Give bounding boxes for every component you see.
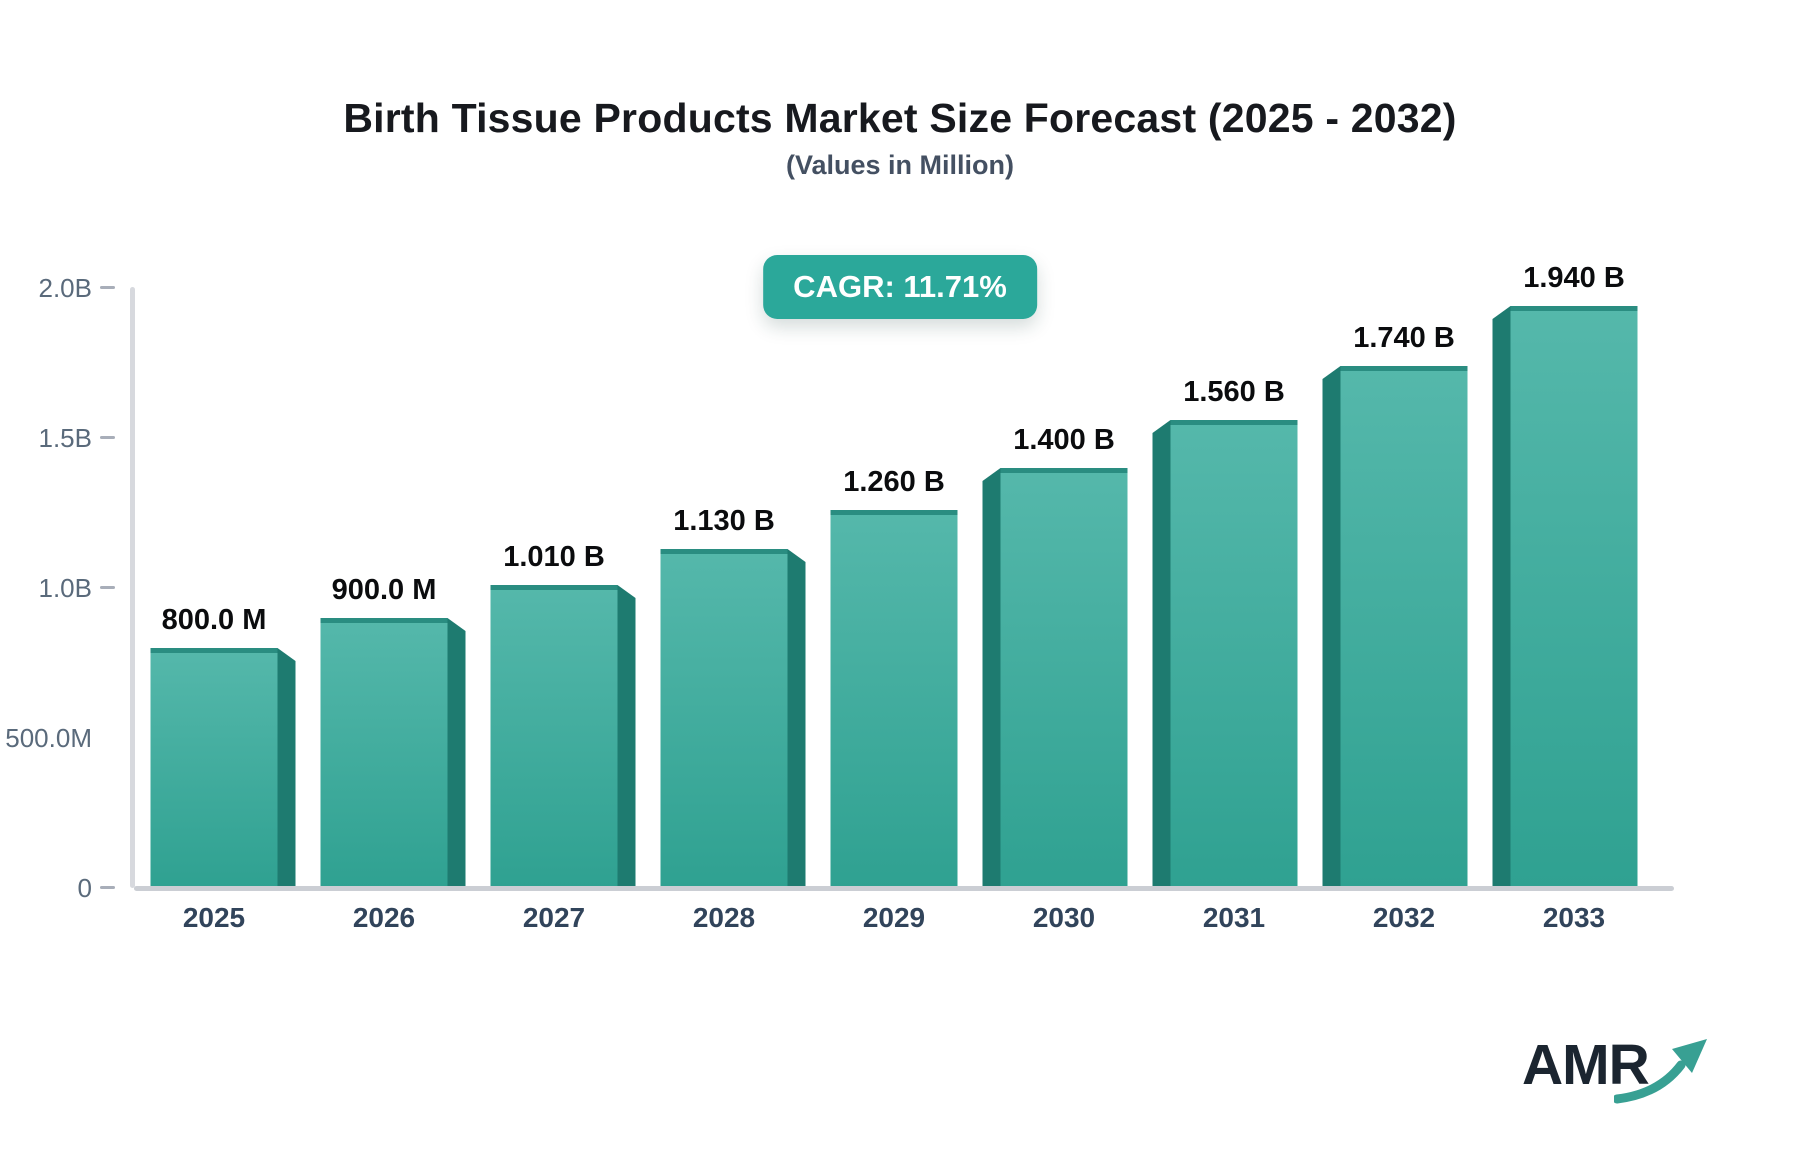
x-axis-label-2026: 2026	[352, 902, 416, 933]
y-tick-label-0: 0	[77, 873, 92, 903]
bar-top-edge	[150, 648, 278, 653]
x-axis-label-2027: 2027	[522, 902, 586, 933]
bar-side-face	[787, 549, 806, 888]
bar-value-label-2028: 1.130 B	[673, 505, 775, 537]
bar-2029[interactable]	[830, 510, 958, 888]
bar-value-label-2029: 1.260 B	[843, 466, 945, 498]
bar-front-face	[320, 618, 448, 888]
bar-2025[interactable]	[150, 648, 296, 888]
bar-front-face	[1170, 420, 1298, 888]
bar-top-edge	[320, 618, 448, 623]
bar-2033[interactable]	[1492, 306, 1638, 888]
x-axis-label-2029: 2029	[862, 902, 926, 933]
bar-front-face	[1510, 306, 1638, 888]
bar-2026[interactable]	[320, 618, 466, 888]
y-tick-dash	[100, 286, 115, 289]
x-axis-label-2025: 2025	[182, 902, 246, 933]
bar-2028[interactable]	[660, 549, 806, 888]
y-tick-label-1.0B: 1.0B	[38, 573, 93, 603]
bar-top-edge	[830, 510, 958, 515]
chart-subtitle: (Values in Million)	[785, 150, 1015, 180]
x-axis-label-2031: 2031	[1202, 902, 1266, 933]
bar-side-face	[617, 585, 636, 888]
bar-value-label-2031: 1.560 B	[1183, 376, 1285, 408]
bar-side-face	[1322, 366, 1341, 888]
bar-front-face	[1000, 468, 1128, 888]
bar-top-edge	[660, 549, 788, 554]
bar-2031[interactable]	[1152, 420, 1298, 888]
bar-front-face	[830, 510, 958, 888]
bar-top-edge	[1510, 306, 1638, 311]
chart-title: Birth Tissue Products Market Size Foreca…	[343, 95, 1457, 141]
bar-2032[interactable]	[1322, 366, 1468, 888]
bar-value-label-2032: 1.740 B	[1353, 322, 1455, 354]
bar-value-label-2026: 900.0 M	[331, 574, 437, 606]
bar-top-edge	[1170, 420, 1298, 425]
amr-logo-text: AMR	[1522, 1033, 1650, 1097]
bar-2030[interactable]	[982, 468, 1128, 888]
bar-front-face	[490, 585, 618, 888]
bar-side-face	[277, 648, 296, 888]
bar-side-face	[982, 468, 1001, 888]
logo-growth-arrow-icon	[1614, 1039, 1707, 1104]
bar-value-label-2027: 1.010 B	[503, 541, 605, 573]
y-tick-dash	[100, 586, 115, 589]
bar-top-edge	[490, 585, 618, 590]
bar-front-face	[1340, 366, 1468, 888]
y-tick-label-1.5B: 1.5B	[38, 423, 93, 453]
bar-value-label-2033: 1.940 B	[1523, 262, 1625, 294]
bar-2027[interactable]	[490, 585, 636, 888]
y-tick-label-500.0M: 500.0M	[5, 723, 92, 753]
bar-front-face	[660, 549, 788, 888]
bar-side-face	[447, 618, 466, 888]
y-axis-line	[130, 287, 135, 888]
x-axis-label-2033: 2033	[1542, 902, 1606, 933]
bar-value-label-2025: 800.0 M	[161, 604, 267, 636]
x-axis-baseline	[134, 886, 1674, 891]
amr-logo: AMR	[1522, 1032, 1707, 1112]
x-axis-label-2028: 2028	[692, 902, 756, 933]
bar-side-face	[1492, 306, 1511, 888]
x-axis-label-2032: 2032	[1372, 902, 1436, 933]
bar-value-label-2030: 1.400 B	[1013, 424, 1115, 456]
y-tick-dash	[100, 886, 115, 889]
bar-side-face	[1152, 420, 1171, 888]
bar-top-edge	[1000, 468, 1128, 473]
y-tick-label-2.0B: 2.0B	[38, 273, 93, 303]
y-tick-dash	[100, 436, 115, 439]
x-axis-label-2030: 2030	[1032, 902, 1096, 933]
bar-top-edge	[1340, 366, 1468, 371]
bar-front-face	[150, 648, 278, 888]
cagr-badge: CAGR: 11.71%	[763, 255, 1037, 319]
